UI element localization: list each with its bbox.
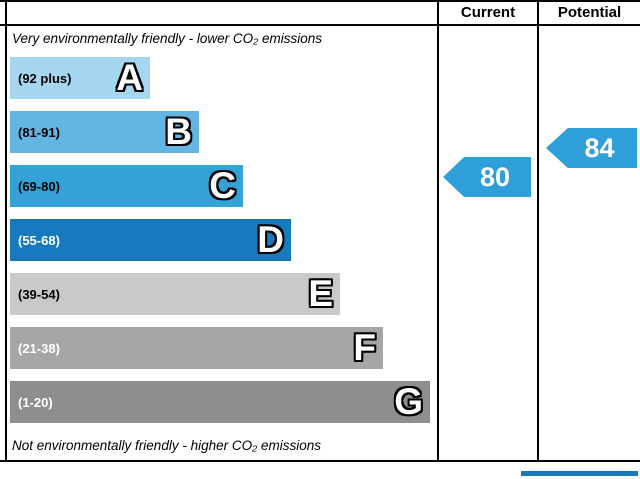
band-range-label: (92 plus) (18, 70, 72, 86)
band-letter: E (308, 272, 333, 314)
band-row-E: (39-54) E (10, 273, 340, 315)
band-letter: D (257, 218, 284, 260)
band-range-label: (69-80) (18, 178, 60, 194)
footer-box-edge (521, 471, 638, 476)
band-letter: A (116, 56, 143, 98)
band-range-label: (21-38) (18, 340, 60, 356)
header-divider-line (0, 24, 640, 26)
band-letter: C (209, 164, 236, 206)
band-row-F: (21-38) F (10, 327, 383, 369)
band-row-A: (92 plus) A (10, 57, 150, 99)
potential-column-line (537, 0, 539, 462)
band-range-label: (81-91) (18, 124, 60, 140)
potential-column-header: Potential (557, 4, 622, 21)
band-list: (92 plus) A (81-91) B (69-80) C (55-68) D (39-54… (10, 57, 430, 435)
top-note: Very environmentally friendly - lower CO… (12, 31, 322, 46)
band-range-label: (55-68) (18, 232, 60, 248)
left-border-line (5, 0, 7, 462)
current-column-header: Current (460, 4, 516, 21)
band-range-label: (1-20) (18, 394, 53, 410)
band-row-G: (1-20) G (10, 381, 430, 423)
band-row-D: (55-68) D (10, 219, 291, 261)
band-row-B: (81-91) B (10, 111, 199, 153)
current-column-line (437, 0, 439, 462)
band-range-label: (39-54) (18, 286, 60, 302)
top-border-line (0, 0, 640, 2)
current-rating-value: 80 (479, 161, 511, 192)
bottom-note: Not environmentally friendly - higher CO… (12, 438, 322, 453)
band-row-C: (69-80) C (10, 165, 243, 207)
band-letter: G (394, 380, 423, 422)
potential-rating-value: 84 (584, 132, 615, 163)
band-letter: B (165, 110, 192, 152)
potential-rating-arrow: 84 (546, 128, 637, 168)
current-rating-arrow: 80 (443, 157, 531, 197)
bottom-border-line (0, 460, 640, 462)
band-letter: F (353, 326, 376, 368)
